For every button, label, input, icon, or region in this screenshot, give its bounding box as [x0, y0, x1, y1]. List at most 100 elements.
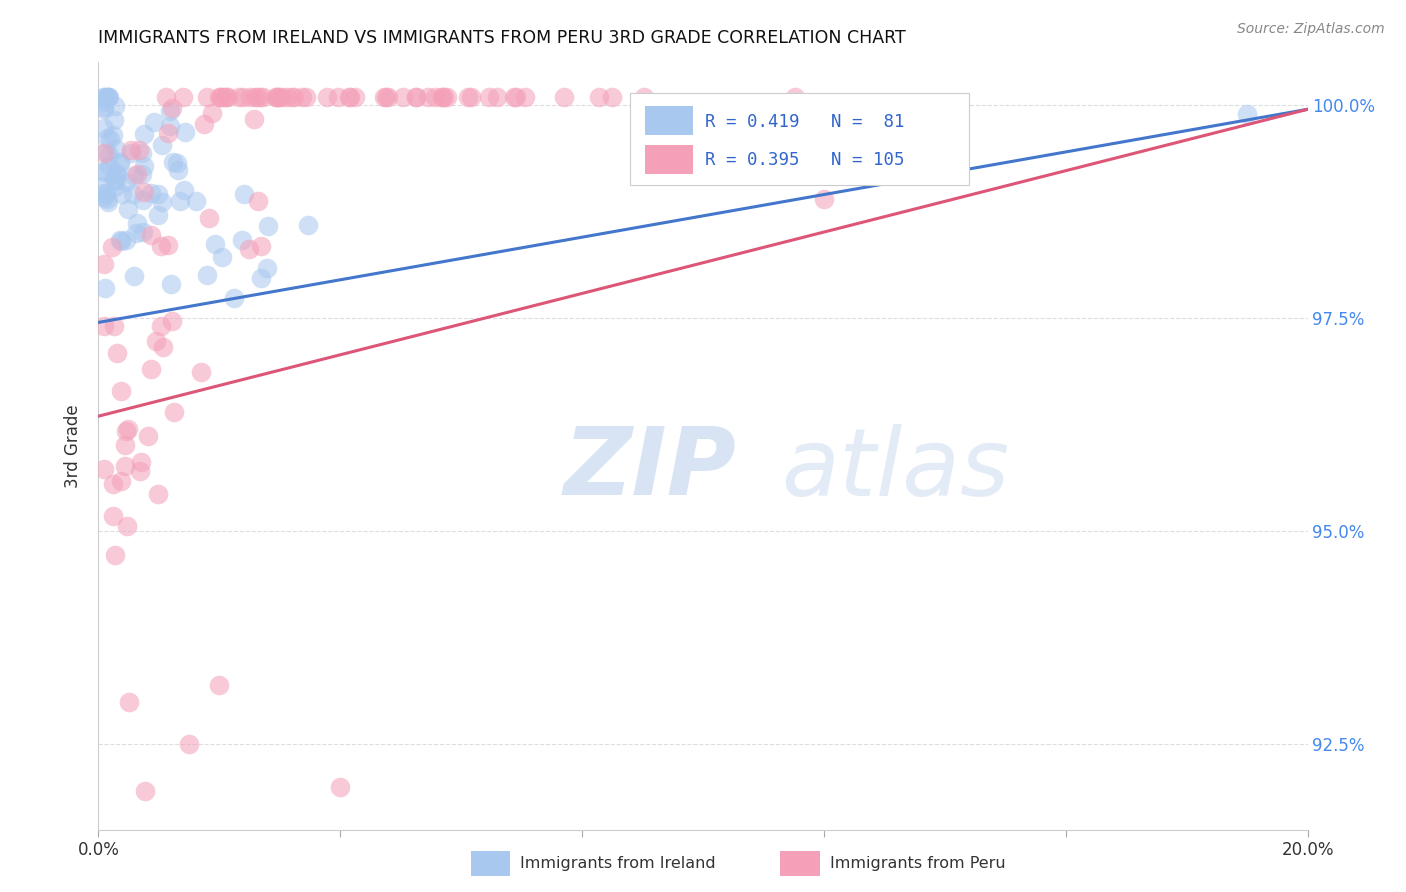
Point — [173, 184, 195, 198]
Point — [107, 167, 129, 181]
Point — [96, 131, 118, 145]
Point — [246, 89, 269, 103]
Point — [513, 89, 536, 103]
Point — [339, 89, 361, 103]
Point — [256, 260, 278, 275]
Point — [416, 89, 439, 103]
Point — [155, 89, 177, 103]
Point — [198, 211, 221, 225]
Point — [169, 194, 191, 209]
Point — [344, 89, 367, 103]
Point — [281, 89, 304, 103]
Point — [184, 194, 207, 208]
Point — [94, 186, 117, 200]
Point — [193, 117, 215, 131]
FancyBboxPatch shape — [645, 106, 693, 136]
Point — [276, 89, 298, 103]
Point — [195, 89, 218, 103]
Point — [460, 89, 482, 103]
Point — [217, 89, 239, 103]
Point — [633, 89, 655, 103]
Point — [105, 143, 128, 157]
Point — [97, 194, 120, 209]
Point — [98, 148, 121, 162]
Point — [97, 89, 120, 103]
Point — [326, 89, 349, 103]
Point — [132, 225, 155, 239]
Point — [159, 277, 181, 292]
Point — [125, 167, 148, 181]
Point — [231, 233, 253, 247]
Point — [162, 155, 184, 169]
Point — [270, 89, 292, 103]
Text: IMMIGRANTS FROM IRELAND VS IMMIGRANTS FROM PERU 3RD GRADE CORRELATION CHART: IMMIGRANTS FROM IRELAND VS IMMIGRANTS FR… — [98, 29, 907, 47]
Point — [105, 346, 128, 360]
Point — [115, 175, 138, 189]
Point — [104, 173, 127, 187]
Point — [118, 695, 141, 709]
Point — [588, 89, 610, 103]
Point — [96, 89, 118, 103]
Point — [145, 334, 167, 349]
Text: Immigrants from Ireland: Immigrants from Ireland — [520, 856, 716, 871]
Point — [139, 362, 162, 376]
Point — [208, 678, 231, 692]
Point — [373, 89, 395, 103]
Point — [190, 365, 212, 379]
Point — [250, 271, 273, 285]
Text: atlas: atlas — [782, 424, 1010, 515]
Point — [214, 89, 236, 103]
Point — [103, 112, 125, 127]
Point — [93, 89, 115, 103]
Y-axis label: 3rd Grade: 3rd Grade — [65, 404, 83, 488]
Point — [503, 89, 526, 103]
Point — [98, 159, 121, 173]
Point — [131, 193, 153, 207]
Point — [377, 89, 399, 103]
Text: ZIP: ZIP — [564, 423, 737, 515]
Point — [97, 89, 120, 103]
Point — [115, 424, 138, 438]
Point — [110, 474, 132, 488]
Point — [93, 146, 115, 161]
Point — [117, 422, 139, 436]
Point — [93, 89, 115, 103]
Point — [93, 120, 115, 135]
Point — [436, 89, 458, 103]
Point — [132, 185, 155, 199]
Point — [131, 145, 153, 160]
Point — [103, 509, 125, 524]
Point — [93, 190, 115, 204]
Point — [250, 238, 273, 252]
Point — [103, 477, 125, 491]
Point — [485, 89, 508, 103]
Point — [152, 340, 174, 354]
Point — [146, 487, 169, 501]
FancyBboxPatch shape — [630, 93, 969, 186]
Point — [243, 89, 266, 103]
Point — [157, 126, 180, 140]
Point — [110, 384, 132, 399]
Point — [211, 250, 233, 264]
Point — [110, 234, 132, 248]
Point — [129, 455, 152, 469]
Point — [117, 202, 139, 216]
Point — [143, 115, 166, 129]
Point — [104, 179, 127, 194]
Point — [264, 89, 287, 103]
Point — [1236, 106, 1258, 120]
Point — [103, 173, 125, 187]
Point — [813, 192, 835, 206]
Point — [131, 167, 153, 181]
Point — [785, 89, 807, 103]
Point — [93, 281, 115, 295]
Point — [257, 219, 280, 234]
Point — [150, 138, 173, 153]
Point — [432, 89, 454, 103]
Point — [238, 242, 260, 256]
Point — [114, 438, 136, 452]
Point — [159, 120, 181, 134]
Point — [375, 89, 398, 103]
Point — [139, 227, 162, 242]
Point — [104, 99, 127, 113]
